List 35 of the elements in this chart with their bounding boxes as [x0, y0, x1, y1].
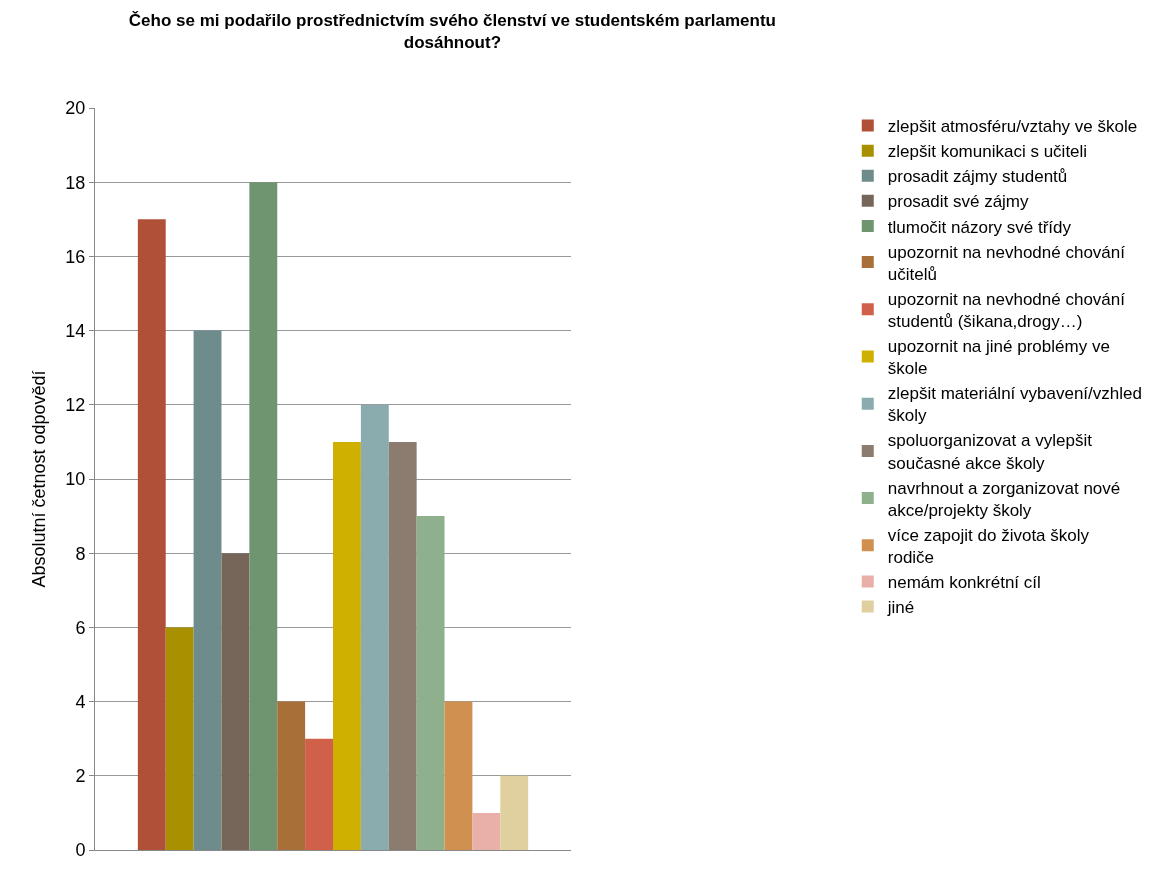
legend-label: zlepšit komunikaci s učiteli: [887, 142, 1088, 162]
legend-label: tlumočit názory své třídy: [887, 217, 1072, 237]
bar: [249, 182, 278, 850]
bar: [193, 330, 222, 850]
bar: [165, 627, 194, 850]
y-tick-label: 20: [65, 98, 86, 119]
bar: [137, 219, 166, 850]
chart-title: Čeho se mi podařilo prostřednictvím svého členství ve studentském parlamentu dosáhnout?: [128, 11, 776, 53]
bar: [388, 441, 417, 850]
legend-label: jiné: [886, 598, 915, 618]
y-tick-label: 2: [75, 766, 86, 787]
y-tick-label: 4: [75, 691, 86, 712]
y-axis-title: Absolutní četnost odpovědí: [28, 370, 49, 588]
y-tick-label: 14: [65, 320, 86, 341]
bar: [360, 404, 389, 850]
bar: [416, 516, 445, 850]
bar: [472, 812, 501, 850]
y-tick-label: 8: [75, 543, 86, 564]
y-tick-label: 6: [75, 617, 86, 638]
y-tick-label: 0: [75, 840, 86, 861]
bar: [221, 553, 250, 850]
legend-label: nemám konkrétní cíl: [887, 573, 1041, 593]
legend-label: prosadit zájmy studentů: [887, 167, 1068, 187]
bar: [444, 701, 473, 850]
bar: [277, 701, 306, 850]
y-tick-label: 18: [65, 172, 86, 193]
bar: [305, 738, 334, 850]
legend-label: prosadit své zájmy: [887, 192, 1030, 212]
bar: [500, 775, 529, 850]
y-tick-label: 10: [65, 469, 86, 490]
bar: [333, 441, 361, 850]
y-tick-label: 12: [65, 395, 86, 416]
legend-label: upozornit na nevhodné chování studentů (šikana,drogy…): [887, 289, 1126, 331]
legend-label: zlepšit atmosféru/vztahy ve škole: [887, 117, 1138, 137]
y-tick-label: 16: [65, 246, 86, 267]
